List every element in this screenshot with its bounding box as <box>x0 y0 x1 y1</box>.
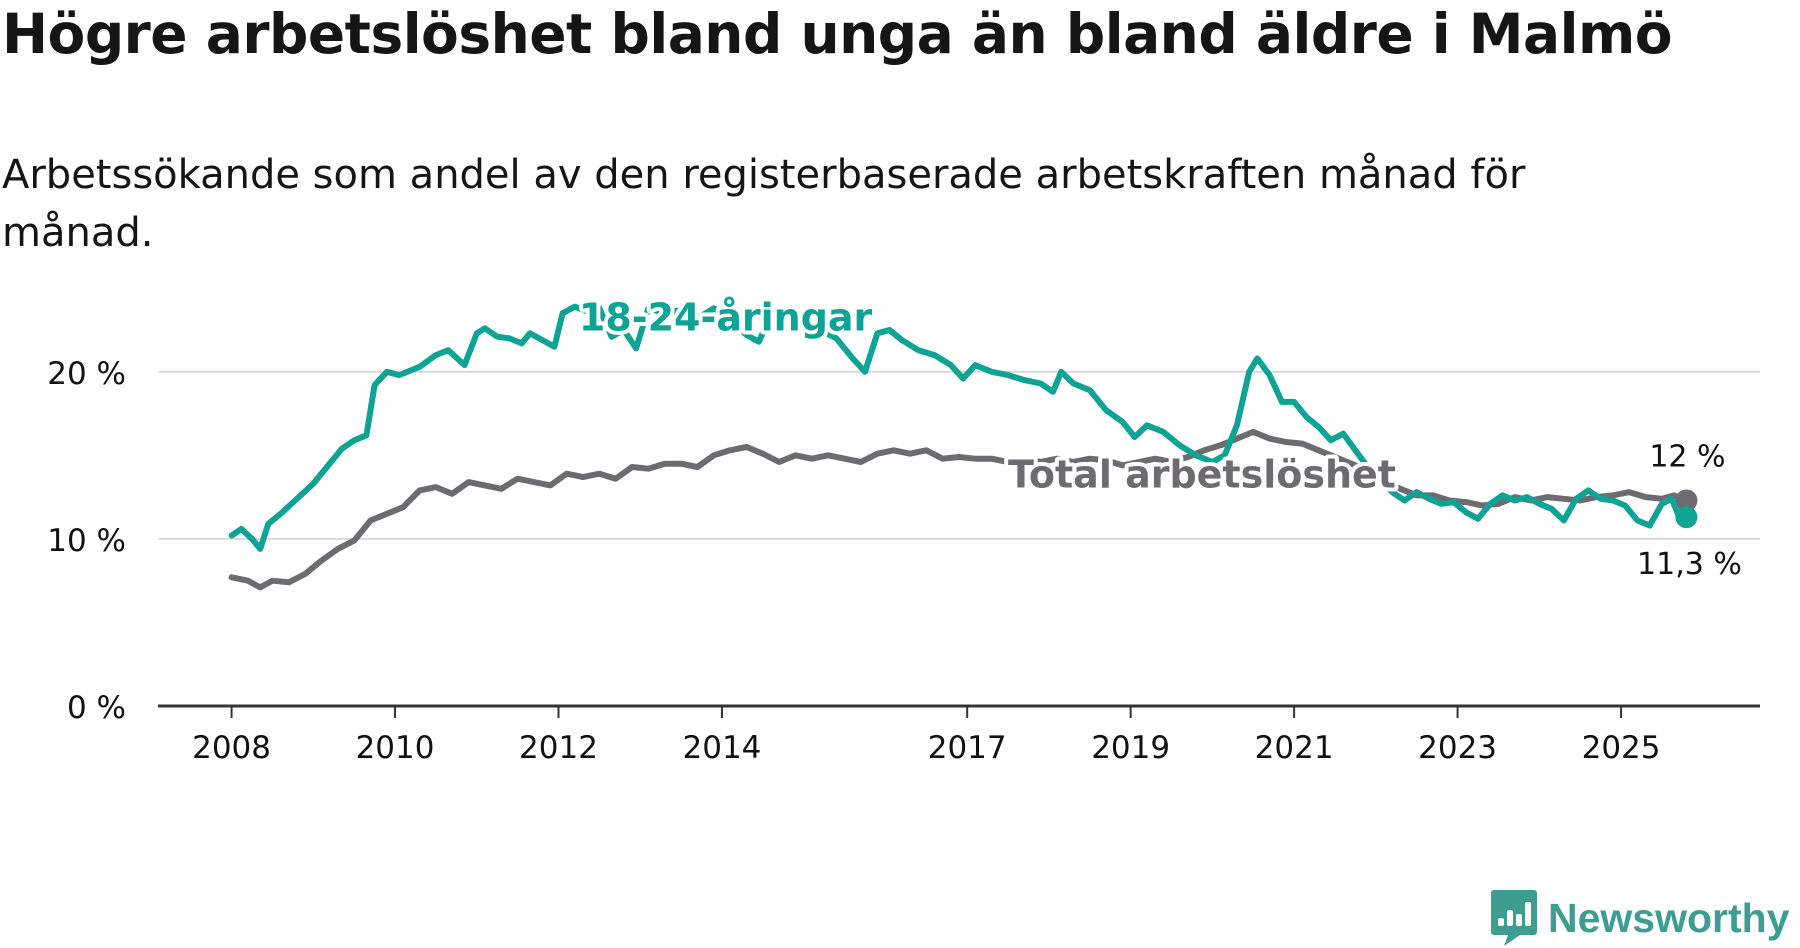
chart-title: Högre arbetslöshet bland unga än bland ä… <box>2 2 1673 66</box>
series-annotations: 18-24-åringar Total arbetslöshet 12 % 11,3 … <box>575 291 1746 586</box>
y-tick-label: 10 % <box>47 523 126 559</box>
x-tick-label: 2021 <box>1255 730 1334 766</box>
end-dot-total <box>1675 489 1698 512</box>
x-tick-label: 2012 <box>519 730 598 766</box>
newsworthy-brand: Newsworthy <box>1490 888 1790 948</box>
series-line-youth <box>228 303 1690 552</box>
x-tick-label: 2010 <box>356 730 435 766</box>
annotation-total: Total arbetslöshet <box>1008 452 1396 496</box>
end-label-total: 12 % <box>1649 439 1725 474</box>
x-tick-label: 2019 <box>1091 730 1170 766</box>
x-tick-label: 2023 <box>1418 730 1497 766</box>
series-lines <box>228 303 1698 591</box>
y-tick-label: 20 % <box>47 356 126 392</box>
annotation-youth: 18-24-åringar <box>579 295 873 339</box>
end-label-youth: 11,3 % <box>1637 547 1742 582</box>
x-axis-ticks: 2008 2010 2012 2014 2017 2019 2021 2023 2025 <box>192 706 1661 766</box>
x-tick-label: 2025 <box>1582 730 1661 766</box>
chart-subtitle: Arbetssökande som andel av den registerb… <box>2 152 1526 256</box>
y-tick-label: 0 % <box>67 690 126 726</box>
x-tick-label: 2014 <box>683 730 762 766</box>
x-tick-label: 2008 <box>192 730 271 766</box>
y-axis-labels: 0 % 10 % 20 % <box>47 356 126 726</box>
brand-name: Newsworthy <box>1548 894 1790 941</box>
x-tick-label: 2017 <box>928 730 1007 766</box>
newsworthy-logo-icon <box>1491 890 1537 946</box>
series-line-total <box>228 428 1690 591</box>
end-dot-youth <box>1675 506 1698 529</box>
